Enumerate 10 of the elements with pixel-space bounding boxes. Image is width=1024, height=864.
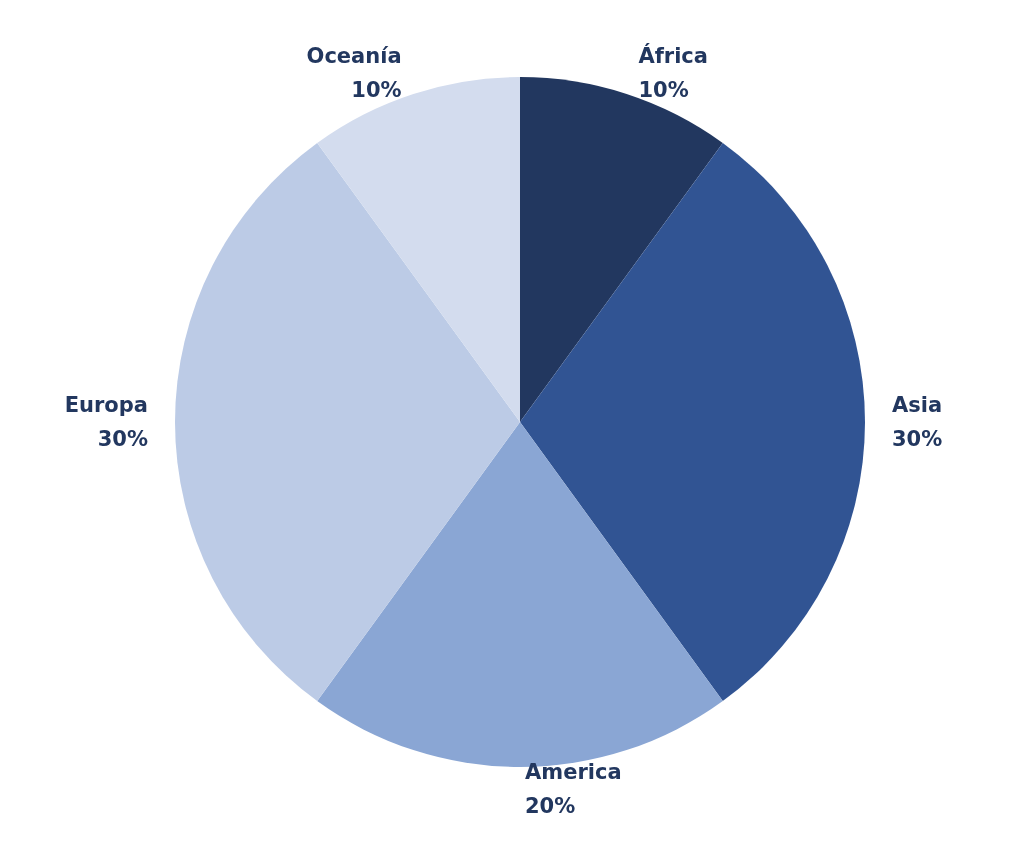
- slice-label: África: [638, 42, 708, 68]
- slice-label: Europa: [64, 393, 148, 417]
- slice-label: Oceanía: [306, 43, 402, 68]
- data-label: 10%: [351, 77, 402, 102]
- data-label: 20%: [525, 794, 576, 818]
- data-label: 30%: [892, 427, 943, 451]
- slice-label: America: [525, 760, 622, 784]
- data-label: 30%: [97, 427, 148, 451]
- data-label: 10%: [638, 77, 689, 102]
- slice-label: Asia: [892, 393, 943, 417]
